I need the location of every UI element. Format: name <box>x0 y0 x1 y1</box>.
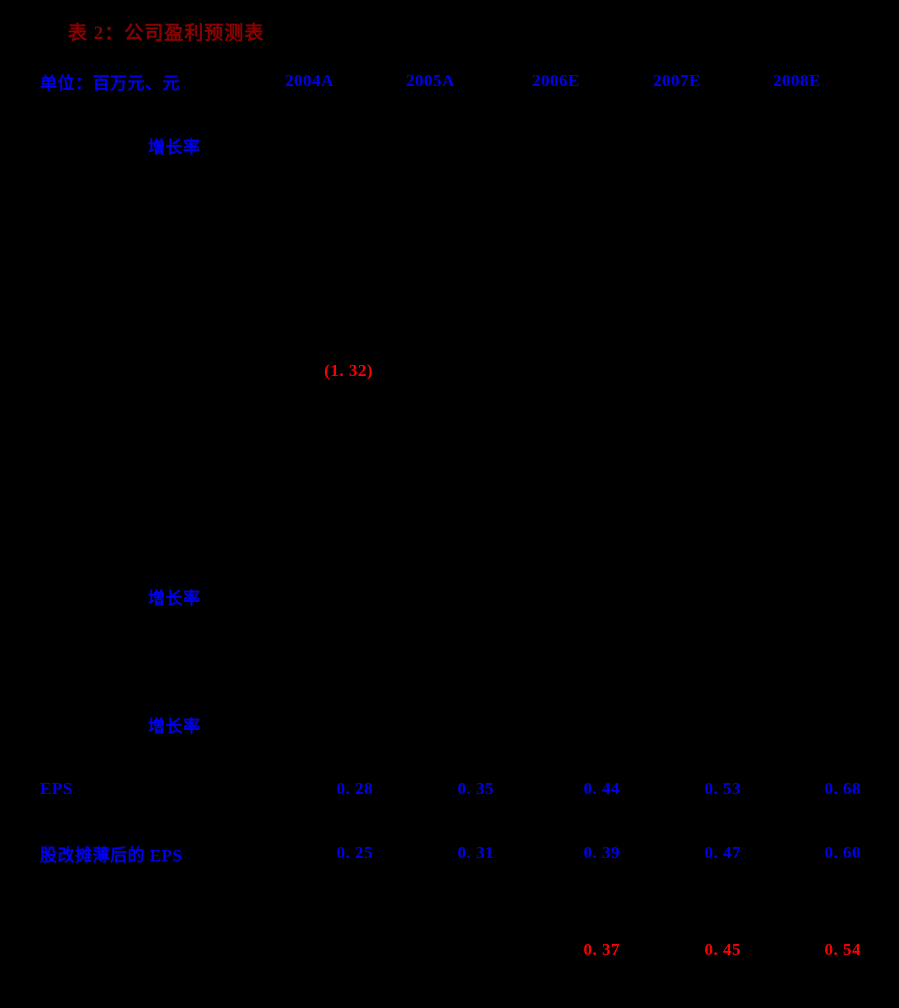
table-row-highlight-eps: 0. 37 0. 45 0. 54 <box>0 935 899 965</box>
cell-diluted-eps-2004a: 0. 25 <box>336 843 373 862</box>
row-label-diluted-eps: 股改摊薄后的 EPS <box>40 845 183 865</box>
cell-diluted-eps-2007e: 0. 47 <box>704 843 741 862</box>
column-header-2004a: 2004A <box>285 71 334 90</box>
row-label-eps: EPS <box>40 779 73 798</box>
table-header-row: 单位：百万元、元 2004A 2005A 2006E 2007E 2008E <box>0 66 899 96</box>
cell-eps-2005a: 0. 35 <box>457 779 494 798</box>
table-row-growth-rate-2: 增长率 <box>0 581 899 611</box>
table-row-bracketed-value: (1. 32) <box>0 356 899 386</box>
row-label-growth-rate-2: 增长率 <box>148 588 201 608</box>
cell-highlight-2007e: 0. 45 <box>704 940 741 959</box>
table-row-growth-rate-3: 增长率 <box>0 709 899 739</box>
cell-eps-2006e: 0. 44 <box>583 779 620 798</box>
table-row-diluted-eps: 股改摊薄后的 EPS 0. 25 0. 31 0. 39 0. 47 0. 60 <box>0 838 899 868</box>
column-header-2005a: 2005A <box>406 71 455 90</box>
unit-label: 单位：百万元、元 <box>40 73 180 93</box>
cell-diluted-eps-2006e: 0. 39 <box>583 843 620 862</box>
cell-eps-2004a: 0. 28 <box>336 779 373 798</box>
cell-bracketed-2004a: (1. 32) <box>324 361 373 380</box>
cell-highlight-2008e: 0. 54 <box>824 940 861 959</box>
column-header-2007e: 2007E <box>653 71 701 90</box>
column-header-2006e: 2006E <box>532 71 580 90</box>
table-row-eps: EPS 0. 28 0. 35 0. 44 0. 53 0. 68 <box>0 774 899 804</box>
cell-diluted-eps-2005a: 0. 31 <box>457 843 494 862</box>
cell-eps-2008e: 0. 68 <box>824 779 861 798</box>
cell-highlight-2006e: 0. 37 <box>583 940 620 959</box>
column-header-2008e: 2008E <box>773 71 821 90</box>
row-label-growth-rate-3: 增长率 <box>148 716 201 736</box>
cell-diluted-eps-2008e: 0. 60 <box>824 843 861 862</box>
cell-eps-2007e: 0. 53 <box>704 779 741 798</box>
table-row-growth-rate-1: 增长率 <box>0 130 899 160</box>
row-label-growth-rate-1: 增长率 <box>148 137 201 157</box>
page-title: 表 2：公司盈利预测表 <box>68 23 265 44</box>
